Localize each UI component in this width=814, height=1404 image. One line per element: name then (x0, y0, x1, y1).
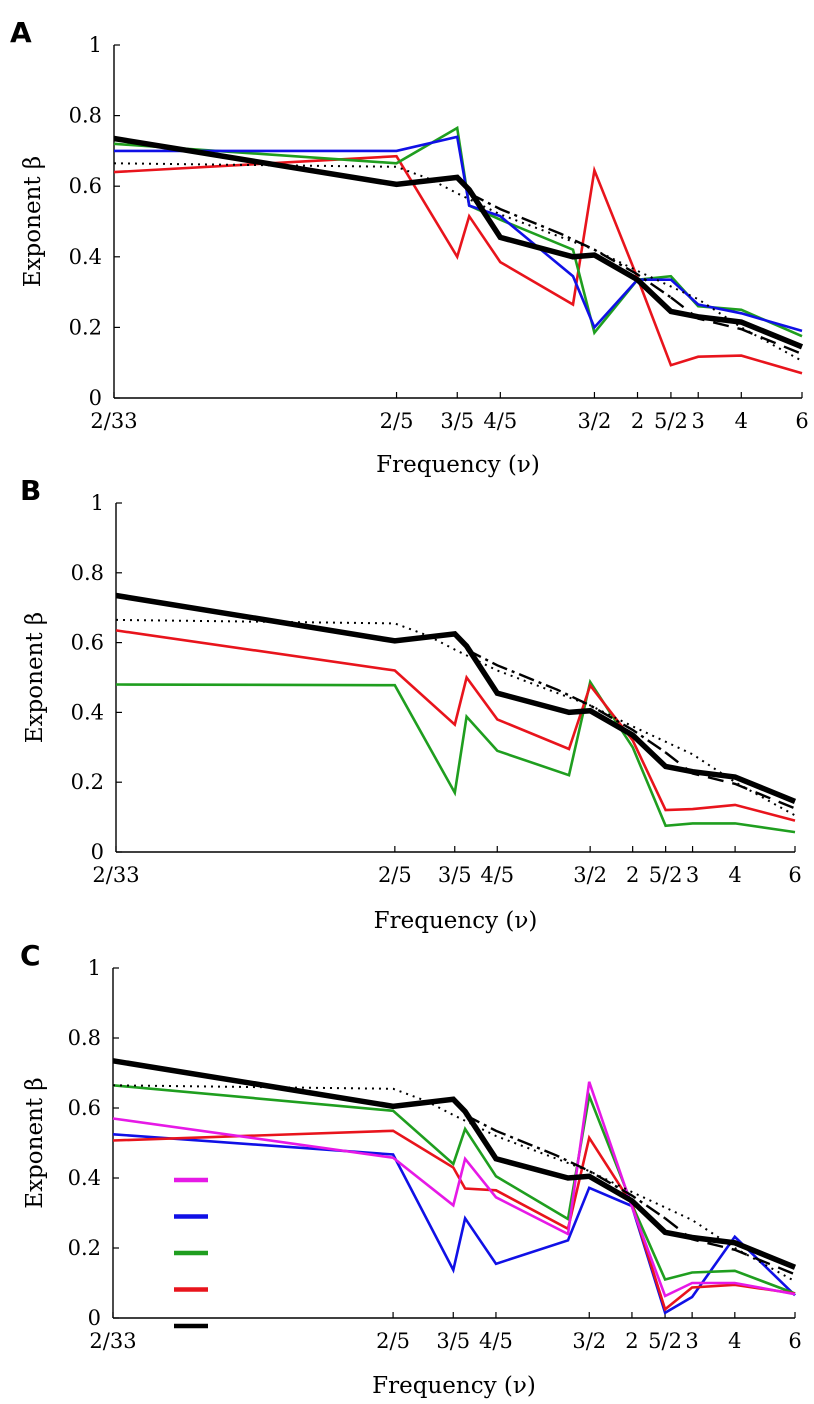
series-line-4 (664, 751, 796, 810)
x-tick-label: 2 (631, 409, 644, 433)
x-tick-label: 5/2 (649, 863, 683, 887)
x-tick-label: 4/5 (483, 409, 517, 433)
series-group (112, 1058, 797, 1315)
y-tick-label: 0.2 (68, 1236, 101, 1260)
x-tick-label: 3/2 (572, 1329, 606, 1353)
series-line-3 (112, 1081, 796, 1298)
x-tick-label: 3/2 (573, 863, 607, 887)
y-tick-label: 0.2 (69, 315, 102, 339)
chart-panel-a: A 0 0.2 0.4 0.6 0.8 1 2/33 2/5 3/5 4/5 3/2 2 5/2 3 4 6 Fr… (10, 16, 809, 478)
x-tick-label: 2/33 (90, 409, 137, 433)
x-axis-title: Frequency (ν) (374, 908, 538, 934)
x-tick-label: 2/5 (380, 409, 414, 433)
x-tick-label: 2/33 (92, 863, 139, 887)
series-line-6 (664, 1217, 796, 1276)
x-tick-label: 2 (625, 1329, 638, 1353)
y-axis-title: Exponent β (20, 156, 46, 287)
y-tick-label: 0.6 (69, 174, 102, 198)
series-line-3 (466, 648, 667, 754)
series-group (113, 125, 804, 375)
series-line-2 (112, 1129, 796, 1312)
series-line-4 (468, 192, 672, 299)
panel-letter: A (10, 16, 32, 49)
y-tick-label: 0.6 (71, 631, 104, 655)
y-tick-label: 0.8 (68, 1026, 101, 1050)
x-tick-label: 6 (788, 1329, 801, 1353)
y-tick-label: 1 (91, 491, 104, 515)
series-line-5 (115, 592, 797, 804)
legend (174, 1177, 208, 1329)
series-line-3 (113, 162, 803, 362)
y-tick-label: 0 (91, 840, 104, 864)
x-tick-label: 5/2 (654, 409, 688, 433)
x-tick-label: 2/5 (378, 863, 412, 887)
y-tick-label: 0.4 (69, 245, 102, 269)
series-line-2 (114, 135, 803, 333)
x-tick-label: 3/2 (578, 409, 612, 433)
x-tick-label: 4 (728, 863, 741, 887)
x-tick-label: 6 (795, 409, 808, 433)
panels: A00.20.40.60.812/33 2/5 3/5 4/5 3/2 2 5/2 3 4 6Fr… (10, 16, 809, 1399)
series-line-1 (115, 629, 796, 822)
x-tick-label: 4/5 (480, 863, 514, 887)
series-line-6 (113, 135, 804, 350)
series-line-2 (115, 618, 796, 817)
x-tick-label: 3/5 (436, 1329, 470, 1353)
panel-letter: B (20, 474, 41, 507)
series-group (115, 592, 797, 834)
x-tick-label: 3/5 (438, 863, 472, 887)
x-axis-title: Frequency (ν) (376, 452, 540, 478)
y-tick-label: 0 (88, 1306, 101, 1330)
panel-letter: C (20, 939, 41, 972)
y-tick-label: 0.4 (71, 700, 104, 724)
x-tick-label: 3/5 (440, 409, 474, 433)
y-tick-label: 0 (89, 386, 102, 410)
y-tick-label: 0.6 (68, 1096, 101, 1120)
series-line-4 (112, 1084, 796, 1283)
x-axis-title: Frequency (ν) (372, 1373, 536, 1399)
series-line-5 (670, 296, 803, 356)
y-tick-label: 0.8 (71, 561, 104, 585)
series-line-0 (113, 154, 803, 375)
x-tick-label: 2/5 (376, 1329, 410, 1353)
x-tick-label: 4 (728, 1329, 741, 1353)
x-tick-label: 2/33 (89, 1329, 136, 1353)
x-tick-label: 5/2 (648, 1329, 682, 1353)
chart-panel-c: C 0 0.2 0.4 0.6 0.8 1 2/33 2/5 3/5 4/5 3/2 2 5/2 3 4 6 Fr… (20, 939, 802, 1399)
x-tick-label: 3 (692, 409, 705, 433)
x-tick-label: 3 (686, 863, 699, 887)
series-line-5 (464, 1113, 666, 1220)
series-line-0 (115, 678, 796, 834)
y-axis-title: Exponent β (22, 612, 48, 743)
y-tick-label: 0.2 (71, 770, 104, 794)
y-tick-label: 1 (88, 956, 101, 980)
chart-panel-b: B 0 0.2 0.4 0.6 0.8 1 2/33 2/5 3/5 4/5 3/2 2 5/2 3 4 6 Fr… (20, 474, 802, 934)
x-tick-label: 2 (626, 863, 639, 887)
x-tick-label: 4 (735, 409, 748, 433)
y-tick-label: 0.8 (69, 104, 102, 128)
y-tick-label: 1 (89, 33, 102, 57)
x-tick-label: 4/5 (479, 1329, 513, 1353)
series-line-7 (112, 1058, 797, 1270)
y-tick-label: 0.4 (68, 1166, 101, 1190)
y-axis-title: Exponent β (22, 1077, 48, 1208)
x-tick-label: 6 (788, 863, 801, 887)
x-tick-label: 3 (685, 1329, 698, 1353)
